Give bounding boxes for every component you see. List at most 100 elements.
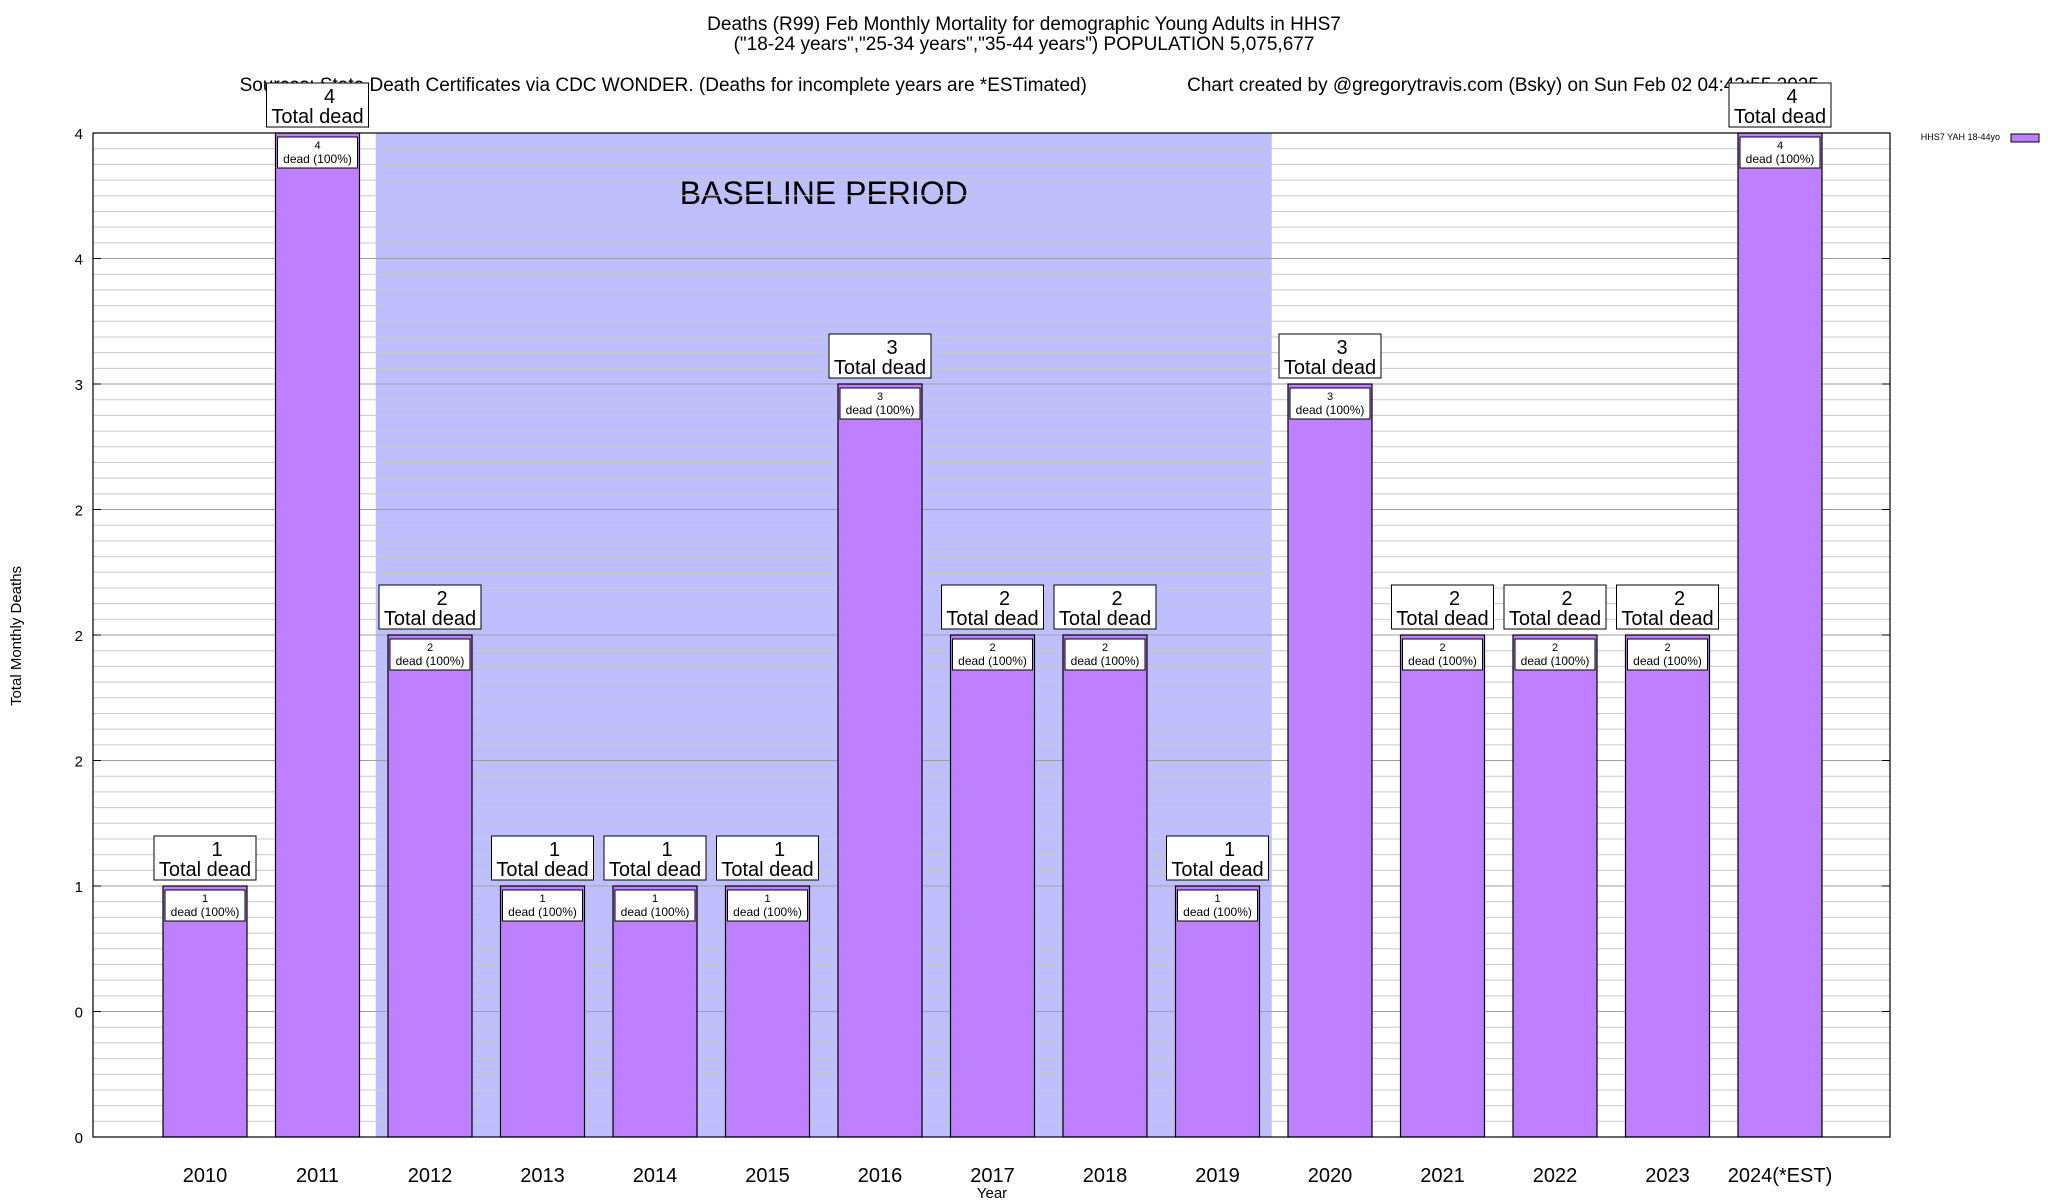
bar-2016: [837, 383, 923, 1138]
total-label-count: 4: [324, 86, 335, 108]
x-tick-label: 2019: [1195, 1165, 1240, 1187]
segment-label-text: dead (100%): [733, 905, 802, 919]
total-label-box: [153, 835, 257, 881]
y-tick-label: 0: [75, 1130, 83, 1147]
bar-2013: [499, 885, 586, 1138]
segment-label-count: 2: [1664, 642, 1670, 654]
total-label-text: Total dead: [609, 859, 701, 881]
x-axis-label: Year: [977, 1185, 1007, 1200]
total-label-text: Total dead: [1171, 859, 1263, 881]
total-label-box: [1728, 82, 1832, 128]
bar-2021: [1399, 634, 1486, 1138]
segment-label-box: [614, 889, 696, 922]
sources-text: Sources: State Death Certificates via CD…: [239, 75, 1087, 96]
total-label-text: Total dead: [384, 608, 476, 630]
legend-label: HHS7 YAH 18-44yo: [1921, 132, 2000, 142]
total-label-box: [1391, 584, 1494, 630]
baseline-period-label: BASELINE PERIOD: [680, 175, 968, 211]
total-label-text: Total dead: [834, 357, 926, 379]
chart-title-line-1: Deaths (R99) Feb Monthly Mortality for d…: [707, 14, 1341, 35]
segment-label-box: [952, 638, 1033, 671]
total-label-text: Total dead: [1734, 106, 1826, 128]
total-label-count: 3: [1336, 337, 1347, 359]
segment-label-count: 1: [202, 893, 208, 905]
total-label-box: [1278, 333, 1382, 379]
y-tick-label: 2: [75, 754, 83, 771]
chart-sources-line: Sources: State Death Certificates via CD…: [0, 54, 2048, 96]
total-label-count: 2: [1674, 588, 1685, 610]
segment-label-box: [1289, 387, 1371, 420]
legend-swatch: [2010, 133, 2040, 143]
total-label-text: Total dead: [159, 859, 251, 881]
total-label-text: Total dead: [721, 859, 813, 881]
y-tick-label: 2: [75, 503, 83, 520]
bar-2010: [162, 885, 248, 1138]
y-tick-label: 3: [75, 377, 83, 394]
total-label-text: Total dead: [271, 106, 363, 128]
segment-label-count: 1: [539, 893, 545, 905]
segment-label-text: dead (100%): [846, 403, 915, 417]
x-tick-label: 2013: [520, 1165, 565, 1187]
x-tick-label: 2015: [745, 1165, 790, 1187]
bar-2024(*EST): [1737, 132, 1823, 1138]
total-label-text: Total dead: [1509, 608, 1601, 630]
segment-label-text: dead (100%): [1071, 654, 1140, 668]
total-label-text: Total dead: [946, 608, 1038, 630]
total-label-count: 4: [1786, 86, 1797, 108]
total-label-count: 1: [211, 839, 222, 861]
x-tick-label: 2017: [970, 1165, 1015, 1187]
total-label-box: [1503, 584, 1607, 630]
bar-2011: [274, 132, 361, 1138]
segment-label-text: dead (100%): [396, 654, 465, 668]
total-label-count: 1: [774, 839, 785, 861]
segment-label-text: dead (100%): [171, 905, 240, 919]
bar-2012: [387, 634, 473, 1138]
total-label-box: [603, 835, 707, 881]
segment-label-count: 3: [877, 391, 883, 403]
total-label-count: 1: [549, 839, 560, 861]
x-tick-label: 2011: [296, 1165, 339, 1187]
total-label-box: [828, 333, 932, 379]
segment-label-text: dead (100%): [1296, 403, 1365, 417]
total-label-count: 2: [999, 588, 1010, 610]
y-tick-label: 4: [75, 126, 83, 143]
segment-label-count: 1: [1214, 893, 1220, 905]
segment-label-box: [1177, 889, 1258, 922]
segment-label-text: dead (100%): [508, 905, 577, 919]
y-axis-label: Total Monthly Deaths: [8, 566, 25, 706]
segment-label-count: 1: [764, 893, 770, 905]
x-tick-label: 2014: [633, 1165, 678, 1187]
chart-title-line-2: ("18-24 years","25-34 years","35-44 year…: [733, 34, 1315, 55]
total-label-count: 1: [661, 839, 672, 861]
segment-label-text: dead (100%): [1521, 654, 1590, 668]
segment-label-box: [389, 638, 471, 671]
x-tick-label: 2022: [1533, 1165, 1578, 1187]
total-label-box: [491, 835, 594, 881]
segment-label-count: 1: [652, 893, 658, 905]
x-tick-label: 2020: [1308, 1165, 1353, 1187]
segment-label-box: [727, 889, 808, 922]
x-tick-label: 2021: [1420, 1165, 1465, 1187]
segment-label-text: dead (100%): [621, 905, 690, 919]
bar-2018: [1062, 634, 1148, 1138]
segment-label-box: [164, 889, 246, 922]
y-tick-label: 2: [75, 628, 83, 645]
total-label-box: [941, 584, 1044, 630]
segment-label-count: 2: [1552, 642, 1558, 654]
total-label-count: 2: [1111, 588, 1122, 610]
segment-label-box: [1064, 638, 1146, 671]
total-label-box: [266, 82, 369, 128]
bar-2023: [1624, 634, 1711, 1138]
segment-label-count: 4: [314, 140, 320, 152]
segment-label-count: 2: [1102, 642, 1108, 654]
segment-label-box: [1514, 638, 1596, 671]
bar-2020: [1287, 383, 1373, 1138]
x-tick-label: 2024(*EST): [1728, 1165, 1833, 1187]
bar-2019: [1174, 885, 1261, 1138]
segment-label-count: 2: [989, 642, 995, 654]
segment-label-text: dead (100%): [283, 152, 352, 166]
total-label-count: 1: [1224, 839, 1235, 861]
total-label-text: Total dead: [1396, 608, 1488, 630]
bar-2015: [724, 885, 811, 1138]
segment-label-box: [1627, 638, 1708, 671]
